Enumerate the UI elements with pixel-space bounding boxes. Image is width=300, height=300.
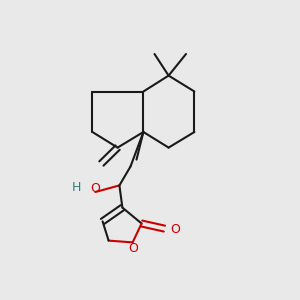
Text: O: O	[128, 242, 138, 255]
Text: H: H	[72, 181, 81, 194]
Text: O: O	[170, 223, 180, 236]
Text: O: O	[91, 182, 100, 196]
